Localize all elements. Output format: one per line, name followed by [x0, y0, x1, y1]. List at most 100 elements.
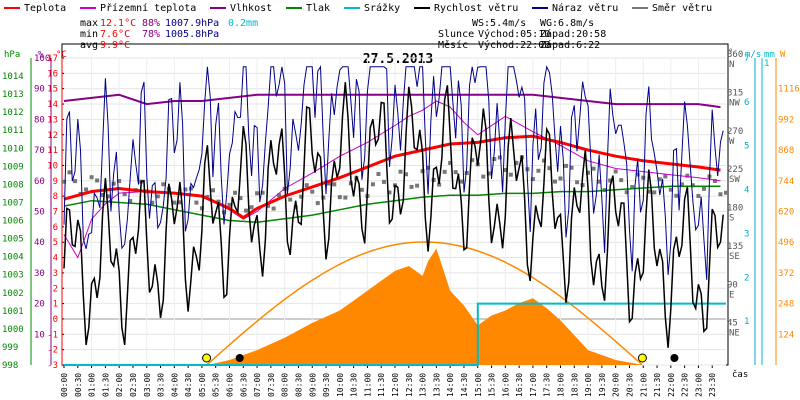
series-rain-line [64, 302, 726, 366]
moon-rise: Východ:22:08 [478, 39, 550, 51]
degc-tick-label: 12 [47, 131, 58, 141]
sunrise-marker [202, 353, 212, 363]
dir-tick-label: 90 [727, 280, 738, 290]
time-tick-label: 16:00 [501, 373, 510, 397]
series-dir-point [233, 190, 238, 195]
series-dir-point [255, 191, 260, 196]
pct-tick-label: 10 [34, 330, 45, 340]
series-dir-point [177, 200, 182, 205]
w-tick-label: 248 [778, 300, 794, 310]
series-dir-point [111, 181, 116, 186]
series-dir-point [696, 193, 701, 198]
legend-label-5: Rychlost větru [434, 2, 518, 14]
series-dir-point [381, 179, 386, 184]
series-dir-point [398, 169, 403, 174]
legend-label-4: Srážky [364, 2, 400, 14]
ms-tick-label: 3 [744, 229, 749, 239]
time-tick-label: 03:00 [143, 373, 152, 397]
legend-label-1: Přízemní teplota [100, 2, 196, 14]
degc-tick-label: 13 [47, 115, 58, 125]
series-dir-point [685, 173, 690, 178]
dir-tick-name: NW [729, 98, 740, 108]
series-dir-point [437, 182, 442, 187]
dir-tick-label: 360 [727, 50, 743, 60]
pct-tick-label: 20 [34, 300, 45, 310]
time-tick-label: 22:30 [681, 373, 690, 397]
series-dir-point [442, 169, 447, 174]
series-dir-point [426, 165, 431, 170]
series-dir-point [503, 168, 508, 173]
series-dir-point [552, 179, 557, 184]
series-solar-area [207, 248, 644, 365]
hpa-tick-label: 1011 [2, 126, 24, 136]
hpa-tick-label: 1010 [2, 144, 24, 154]
series-dir-point [73, 179, 78, 184]
degc-tick-label: 4 [53, 254, 58, 264]
legend: Teplota Přízemní teplota Vlhkost Tlak Srážky… [4, 2, 712, 14]
series-dir-point [630, 185, 635, 190]
degc-tick-label: 0 [53, 315, 58, 325]
sunset-marker [637, 353, 647, 363]
time-tick-label: 17:30 [543, 373, 552, 397]
series-dir-point [624, 190, 629, 195]
series-dir-point [359, 187, 364, 192]
dir-tick-name: SW [729, 175, 740, 185]
series-dir-point [221, 210, 226, 215]
series-dir-point [310, 189, 315, 194]
time-tick-label: 02:30 [129, 373, 138, 397]
time-tick-label: 18:00 [557, 373, 566, 397]
stats-max-label: max [80, 18, 98, 29]
series-dir-point [470, 158, 475, 163]
time-tick-label: 10:00 [336, 373, 345, 397]
time-tick-label: 03:30 [157, 373, 166, 397]
ms-tick-label: 6 [744, 98, 749, 108]
degc-tick-label: 6 [53, 223, 58, 233]
series-dir-point [194, 200, 199, 205]
moon-label: Měsíc [438, 39, 468, 51]
series-dir-point [210, 188, 215, 193]
series-dir-point [530, 177, 535, 182]
hpa-tick-label: 1005 [2, 235, 24, 245]
time-tick-label: 00:00 [60, 373, 69, 397]
series-dir-point [337, 195, 342, 200]
series-dir-point [453, 170, 458, 175]
time-tick-label: 09:00 [308, 373, 317, 397]
series-dir-point [150, 200, 155, 205]
degc-tick-label: 11 [47, 146, 58, 156]
w-tick-label: 124 [778, 330, 794, 340]
time-tick-label: 01:30 [101, 373, 110, 397]
stats-max-temp: 12.1°C [100, 18, 136, 29]
series-dir-point [586, 170, 591, 175]
pct-tick-label: 60 [34, 177, 45, 187]
legend-label-3: Tlak [306, 3, 330, 14]
hpa-tick-label: 1013 [2, 90, 24, 100]
series-dir-point [541, 158, 546, 163]
time-tick-label: 04:00 [170, 373, 179, 397]
degc-tick-label: -3 [47, 361, 58, 371]
ms-tick-label: 2 [744, 273, 749, 283]
series-dir-point [613, 169, 618, 174]
hpa-tick-label: 1002 [2, 289, 24, 299]
series-dir-point [117, 179, 122, 184]
series-dir-point [420, 169, 425, 174]
time-tick-label: 02:00 [115, 373, 124, 397]
series-dir-point [343, 195, 348, 200]
ms-tick-label: 1 [744, 317, 749, 327]
time-tick-label: 07:30 [267, 373, 276, 397]
time-tick-label: 20:30 [625, 373, 634, 397]
legend-label-6: Náraz větru [552, 2, 618, 14]
series-dir-point [497, 155, 502, 160]
mm-tick-label: 1 [764, 59, 769, 69]
degc-tick-label: 5 [53, 238, 58, 248]
time-tick-label: 20:00 [612, 373, 621, 397]
degc-tick-label: 15 [47, 85, 58, 95]
w-tick-label: 992 [778, 115, 794, 125]
pct-tick-label: 40 [34, 238, 45, 248]
time-tick-label: 16:30 [515, 373, 524, 397]
hpa-tick-label: 1014 [2, 72, 24, 82]
time-tick-label: 11:30 [377, 373, 386, 397]
pct-tick-label: 90 [34, 85, 45, 95]
stats-max-press: 1007.9hPa [165, 18, 219, 29]
series-dir-point [128, 198, 133, 203]
